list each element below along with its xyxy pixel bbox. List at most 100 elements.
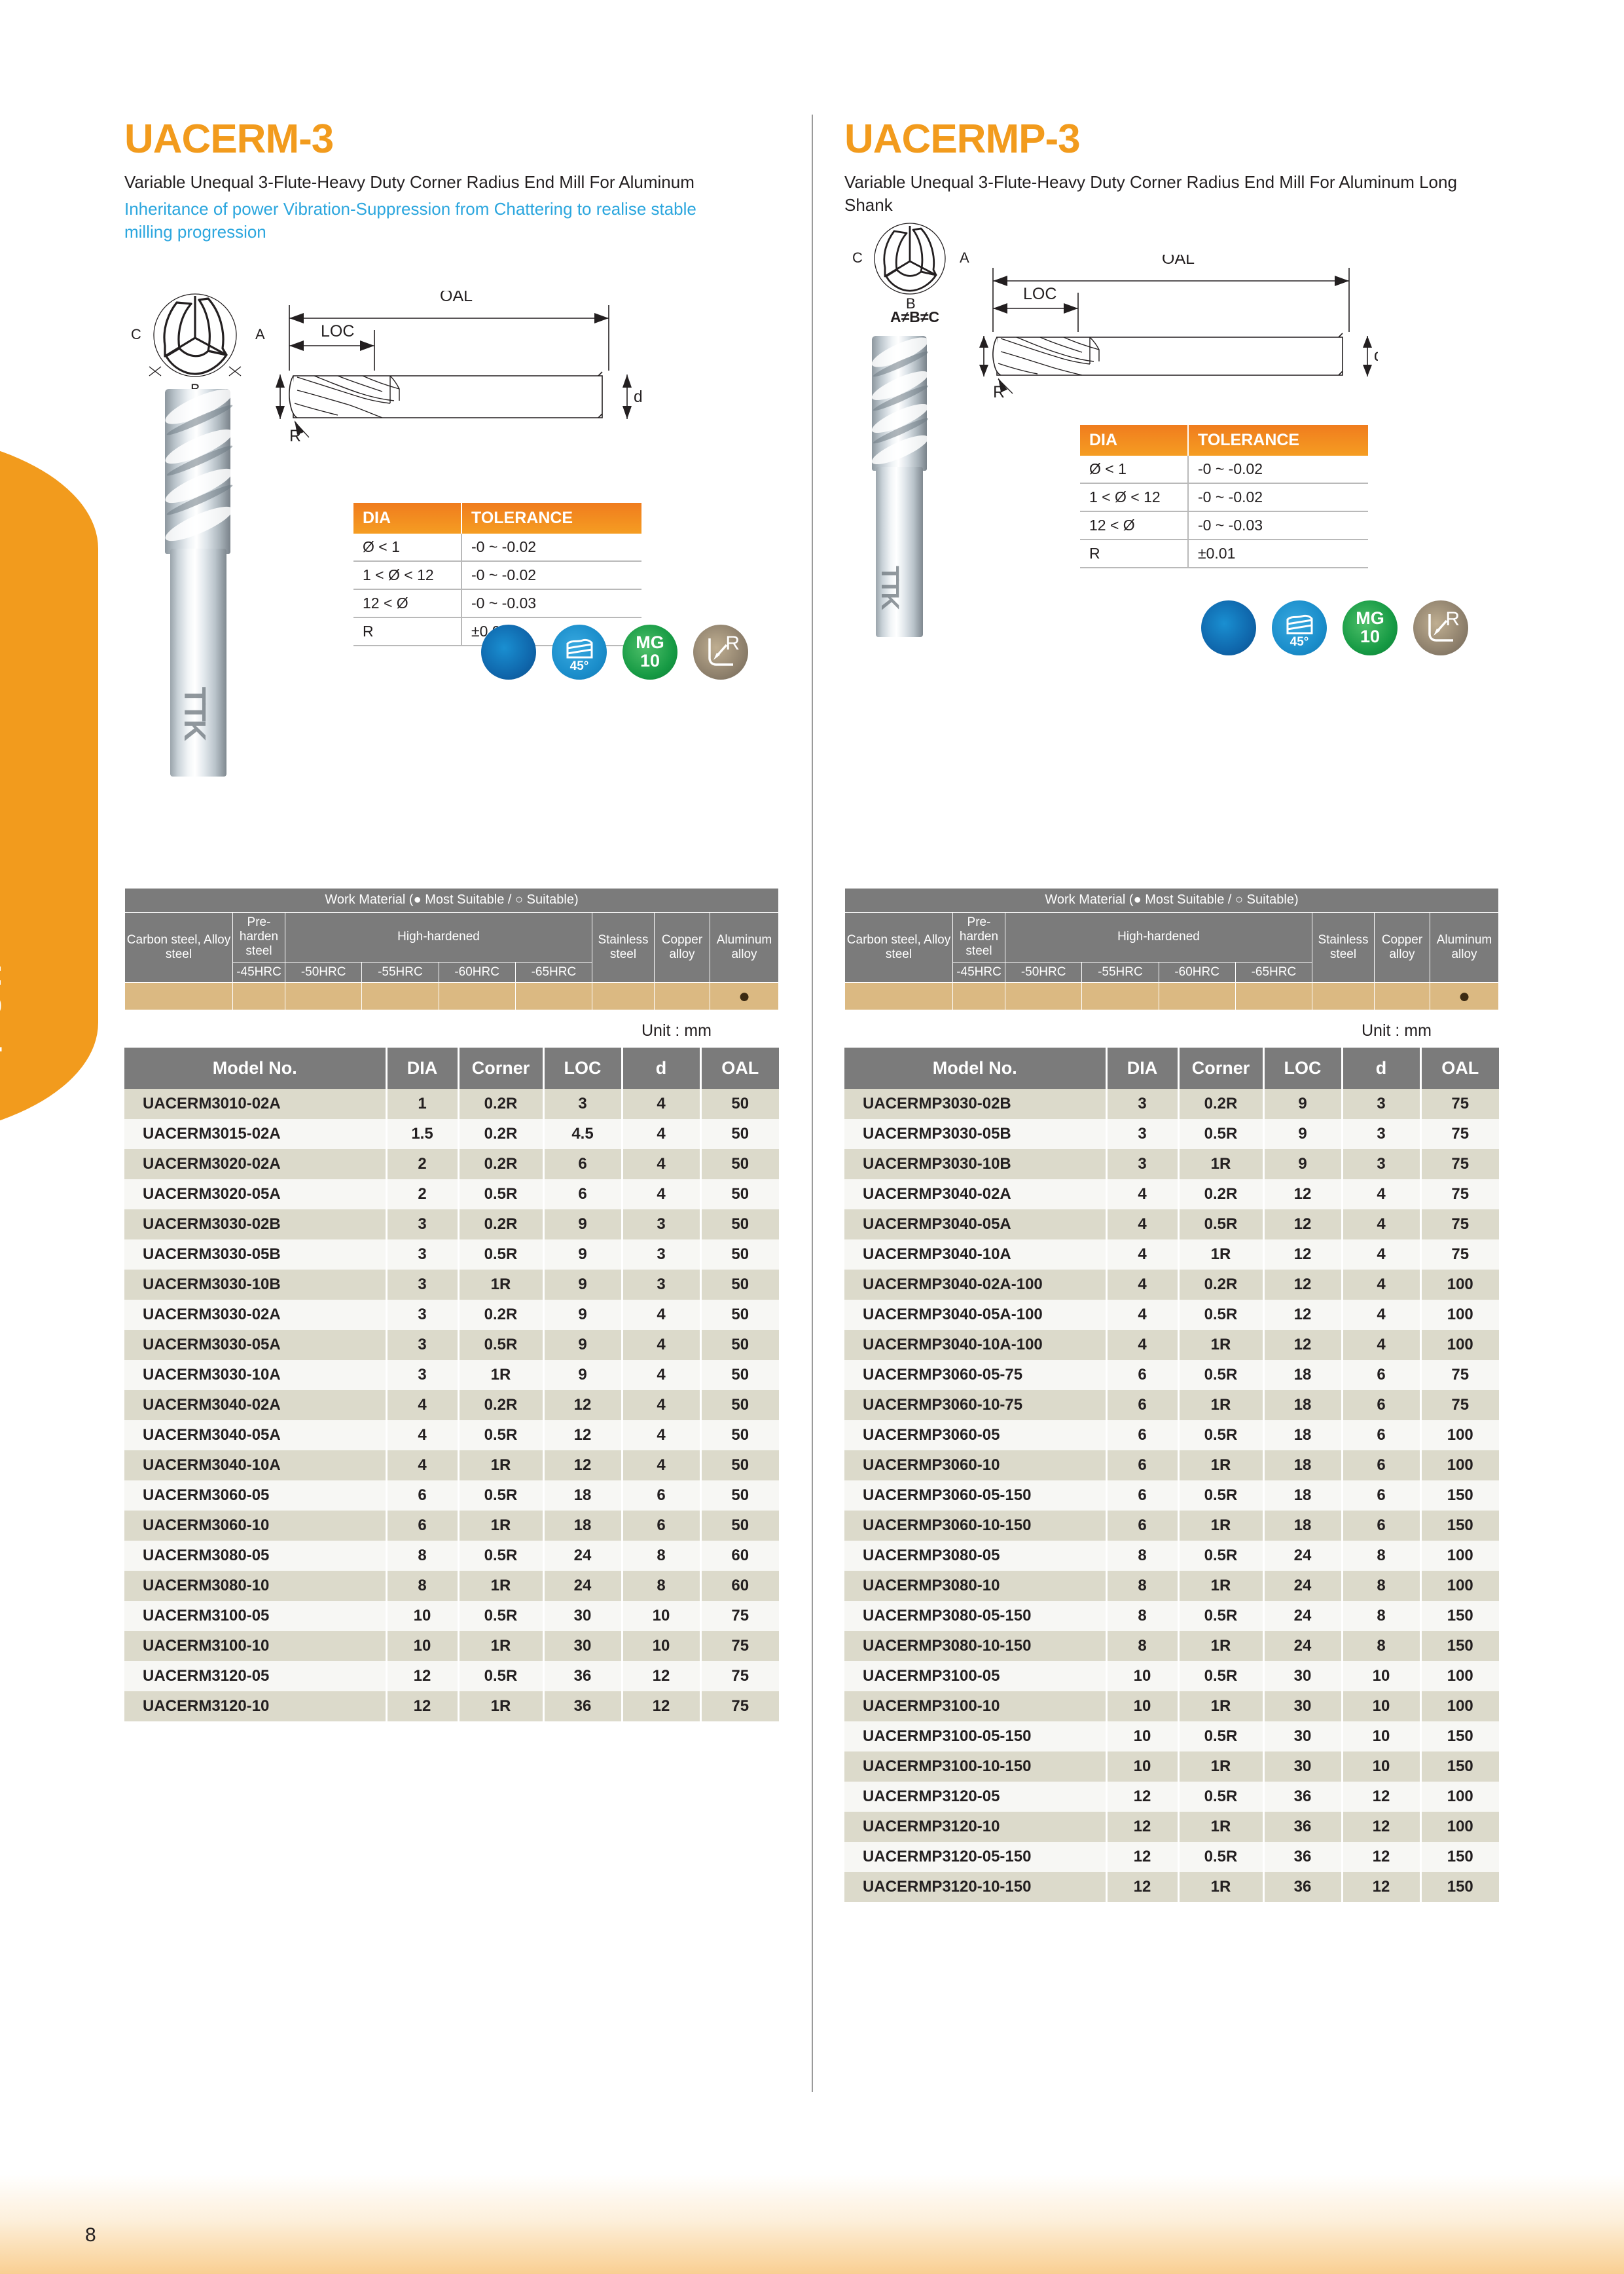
spec-cell-model: UACERMP3080-10 bbox=[844, 1571, 1108, 1601]
spec-cell-oal: 50 bbox=[700, 1300, 779, 1330]
corner-radius-badge: R bbox=[693, 625, 748, 680]
page-title-right: UACERMP-3 bbox=[844, 117, 1081, 162]
spec-cell-d: 4 bbox=[1342, 1209, 1422, 1239]
spec-cell-oal: 150 bbox=[1420, 1601, 1499, 1631]
spec-cell-corner: 1R bbox=[1178, 1751, 1265, 1782]
spec-cell-d: 8 bbox=[1342, 1631, 1422, 1661]
spec-cell-d: 6 bbox=[622, 1511, 702, 1541]
spec-cell-model: UACERMP3080-05-150 bbox=[844, 1601, 1108, 1631]
table-row: UACERM3020-05A 2 0.5R 6 4 50 bbox=[124, 1179, 779, 1209]
wm-mark bbox=[654, 982, 710, 1011]
spec-cell-corner: 1R bbox=[1178, 1450, 1265, 1480]
spec-cell-loc: 36 bbox=[543, 1661, 623, 1691]
table-row: UACERMP3060-05 6 0.5R 18 6 100 bbox=[844, 1420, 1499, 1450]
wm-mark bbox=[1158, 982, 1236, 1011]
unit-label-right: Unit : mm bbox=[1362, 1021, 1432, 1040]
spec-cell-dia: 4 bbox=[386, 1420, 460, 1450]
spec-cell-corner: 1R bbox=[1178, 1691, 1265, 1721]
spec-cell-d: 12 bbox=[1342, 1842, 1422, 1872]
spec-cell-corner: 1R bbox=[458, 1450, 545, 1480]
spec-cell-dia: 10 bbox=[1106, 1751, 1180, 1782]
cross-section-diagram-right: C A B A≠B≠C bbox=[852, 223, 969, 325]
spec-cell-loc: 24 bbox=[1263, 1571, 1343, 1601]
spec-cell-dia: 4 bbox=[1106, 1179, 1180, 1209]
spec-cell-loc: 9 bbox=[1263, 1149, 1343, 1179]
spec-cell-dia: 10 bbox=[1106, 1691, 1180, 1721]
spec-cell-corner: 0.5R bbox=[1178, 1420, 1265, 1450]
spec-cell-loc: 18 bbox=[1263, 1360, 1343, 1390]
wm-hrc-60: -60HRC bbox=[438, 961, 516, 983]
svg-text:A≠B≠C: A≠B≠C bbox=[890, 308, 939, 325]
mg-value: 10 bbox=[640, 651, 660, 671]
table-row: UACERM3030-05A 3 0.5R 9 4 50 bbox=[124, 1330, 779, 1360]
wm-col-highhardened: High-hardened bbox=[1005, 911, 1312, 963]
svg-text:A: A bbox=[960, 249, 969, 266]
spec-cell-model: UACERMP3100-10-150 bbox=[844, 1751, 1108, 1782]
spec-cell-oal: 50 bbox=[700, 1179, 779, 1209]
spec-cell-dia: 4 bbox=[1106, 1330, 1180, 1360]
spec-cell-corner: 0.5R bbox=[458, 1480, 545, 1511]
spec-cell-loc: 18 bbox=[1263, 1511, 1343, 1541]
spec-cell-oal: 50 bbox=[700, 1270, 779, 1300]
spec-cell-corner: 1R bbox=[1178, 1812, 1265, 1842]
mg-label: MG bbox=[636, 633, 664, 653]
table-row: UACERM3100-10 10 1R 30 10 75 bbox=[124, 1631, 779, 1661]
spec-cell-dia: 3 bbox=[1106, 1149, 1180, 1179]
wm-mark bbox=[1081, 982, 1159, 1011]
wm-hrc-65: -65HRC bbox=[1235, 961, 1313, 983]
spec-cell-model: UACERM3030-05A bbox=[124, 1330, 388, 1360]
spec-cell-model: UACERMP3060-10 bbox=[844, 1450, 1108, 1480]
spec-cell-model: UACERMP3030-02B bbox=[844, 1089, 1108, 1119]
spec-col-model: Model No. bbox=[124, 1048, 388, 1089]
table-row: UACERM3030-10B 3 1R 9 3 50 bbox=[124, 1270, 779, 1300]
spec-cell-dia: 4 bbox=[1106, 1300, 1180, 1330]
spec-cell-dia: 1 bbox=[386, 1089, 460, 1119]
spec-cell-d: 4 bbox=[1342, 1330, 1422, 1360]
mg-value: 10 bbox=[1360, 626, 1380, 646]
radius-label: R bbox=[1445, 608, 1460, 631]
spec-cell-dia: 8 bbox=[386, 1571, 460, 1601]
tolerance-row: R ±0.01 bbox=[1080, 540, 1368, 569]
spec-cell-loc: 30 bbox=[1263, 1751, 1343, 1782]
spec-cell-model: UACERMP3120-05 bbox=[844, 1782, 1108, 1812]
table-row: UACERM3040-02A 4 0.2R 12 4 50 bbox=[124, 1390, 779, 1420]
spec-cell-d: 3 bbox=[622, 1270, 702, 1300]
svg-text:B: B bbox=[906, 295, 916, 312]
spec-cell-dia: 2 bbox=[386, 1149, 460, 1179]
spec-cell-corner: 0.2R bbox=[458, 1119, 545, 1149]
spec-cell-dia: 4 bbox=[386, 1450, 460, 1480]
spec-cell-oal: 100 bbox=[1420, 1782, 1499, 1812]
mg-label: MG bbox=[1356, 608, 1384, 629]
table-row: UACERM3020-02A 2 0.2R 6 4 50 bbox=[124, 1149, 779, 1179]
work-material-table-right: Work Material (● Most Suitable / ○ Suita… bbox=[844, 888, 1499, 1011]
wm-mark bbox=[124, 982, 233, 1011]
spec-cell-model: UACERM3020-02A bbox=[124, 1149, 388, 1179]
spec-cell-oal: 150 bbox=[1420, 1842, 1499, 1872]
spec-cell-dia: 6 bbox=[386, 1480, 460, 1511]
coolant-badge bbox=[481, 625, 536, 680]
spec-col-model: Model No. bbox=[844, 1048, 1108, 1089]
tolerance-header-dia: DIA bbox=[353, 503, 462, 534]
spec-cell-model: UACERMP3120-10 bbox=[844, 1812, 1108, 1842]
spec-col-loc: LOC bbox=[1263, 1048, 1343, 1089]
spec-cell-dia: 3 bbox=[386, 1209, 460, 1239]
spec-cell-d: 4 bbox=[622, 1119, 702, 1149]
table-row: UACERMP3040-02A-100 4 0.2R 12 4 100 bbox=[844, 1270, 1499, 1300]
wm-hrc-45-first: -45HRC bbox=[232, 961, 285, 983]
spec-cell-d: 3 bbox=[1342, 1089, 1422, 1119]
spec-cell-oal: 100 bbox=[1420, 1450, 1499, 1480]
table-row: UACERM3100-05 10 0.5R 30 10 75 bbox=[124, 1601, 779, 1631]
tolerance-value: -0 ~ -0.03 bbox=[461, 589, 641, 619]
spec-cell-corner: 0.2R bbox=[1178, 1179, 1265, 1209]
product-column-left: UACERM-3 Variable Unequal 3-Flute-Heavy … bbox=[124, 118, 779, 1721]
spec-cell-corner: 1R bbox=[1178, 1239, 1265, 1270]
table-row: UACERMP3030-05B 3 0.5R 9 3 75 bbox=[844, 1119, 1499, 1149]
spec-cell-loc: 9 bbox=[1263, 1119, 1343, 1149]
table-row: UACERMP3060-05-150 6 0.5R 18 6 150 bbox=[844, 1480, 1499, 1511]
table-row: UACERMP3120-10-150 12 1R 36 12 150 bbox=[844, 1872, 1499, 1902]
side-view-drawing-right: OAL LOC DIA d R bbox=[979, 255, 1378, 399]
wm-col-carbon: Carbon steel, Alloy steel bbox=[124, 911, 233, 983]
spec-cell-d: 8 bbox=[1342, 1541, 1422, 1571]
table-row: UACERM3030-05B 3 0.5R 9 3 50 bbox=[124, 1239, 779, 1270]
wm-mark bbox=[1235, 982, 1313, 1011]
